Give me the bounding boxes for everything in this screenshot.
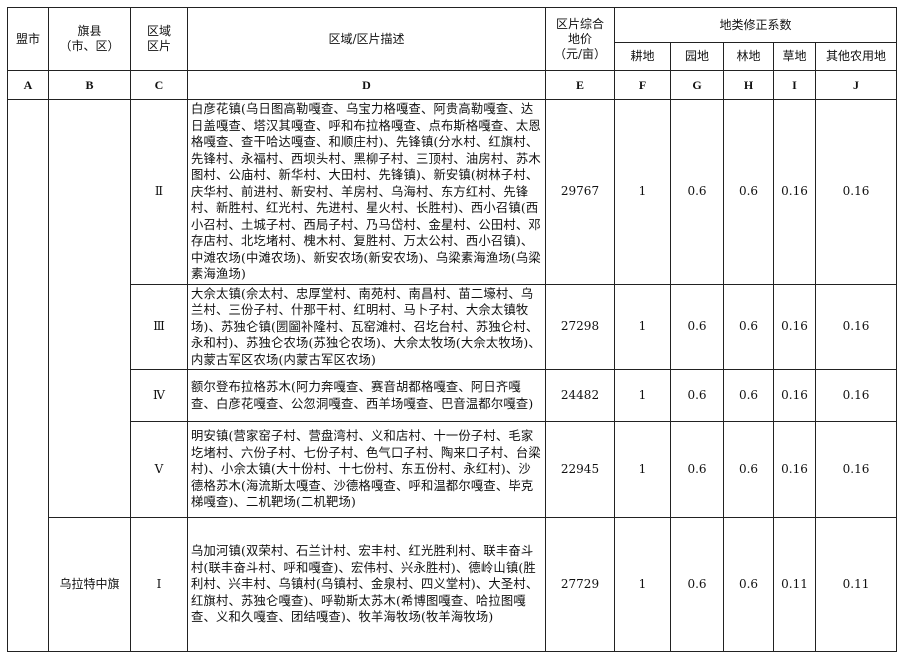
header-grass: 草地 [773,42,816,71]
header-arable: 耕地 [614,42,671,71]
coef-forest: 0.6 [723,99,774,285]
price-cell: 27298 [545,283,615,370]
description-cell: 明安镇(营家窑子村、营盘湾村、义和店村、十一份子村、毛家圪堵村、六份子村、七份子… [187,421,546,518]
county-cell: 乌拉特中旗 [48,517,131,652]
coef-forest: 0.6 [723,421,774,518]
table-row: Ⅳ 额尔登布拉格苏木(阿力奔嘎查、赛音胡都格嘎查、阿日齐嘎查、白彦花嘎查、公忽洞… [8,369,898,422]
price-cell: 24482 [545,369,615,422]
code: C [130,70,188,100]
coef-other: 0.11 [814,517,898,652]
header-forest: 林地 [723,42,774,71]
price-cell: 22945 [545,421,615,518]
zone-cell: Ⅴ [130,421,188,518]
table-row: Ⅴ 明安镇(营家窑子村、营盘湾村、义和店村、十一份子村、毛家圪堵村、六份子村、七… [8,421,898,518]
coef-garden: 0.6 [670,283,724,370]
coef-grass: 0.16 [773,99,816,285]
header-zone: 区域 区片 [130,7,188,71]
header-description: 区域/区片描述 [187,7,546,71]
coef-grass: 0.16 [773,421,816,518]
coef-arable: 1 [614,517,671,652]
coef-garden: 0.6 [670,369,724,422]
coef-grass: 0.16 [773,283,816,370]
coef-forest: 0.6 [723,283,774,370]
code: H [723,70,774,100]
coef-arable: 1 [614,369,671,422]
code: A [7,70,49,100]
table-row: Ⅱ 白彦花镇(乌日图高勒嘎查、乌宝力格嘎查、阿贵高勒嘎查、达日盖嘎查、塔汉其嘎查… [7,99,898,652]
coef-arable: 1 [614,99,671,285]
coef-garden: 0.6 [670,421,724,518]
code: G [670,70,724,100]
coef-arable: 1 [614,421,671,518]
coef-grass: 0.16 [773,369,816,422]
code: B [48,70,131,100]
zone-cell: Ⅰ [130,517,188,652]
zone-cell: Ⅳ [130,369,188,422]
header-coefficients: 地类修正系数 [613,7,898,43]
county-cell [48,99,131,518]
coef-garden: 0.6 [670,517,724,652]
coef-garden: 0.6 [670,99,724,285]
coef-other: 0.16 [814,421,898,518]
table-row: 乌拉特中旗 Ⅰ 乌加河镇(双荣村、石兰计村、宏丰村、红光胜利村、联丰奋斗村(联丰… [8,517,898,652]
description-cell: 乌加河镇(双荣村、石兰计村、宏丰村、红光胜利村、联丰奋斗村(联丰奋斗村、呼和嘎查… [187,517,546,652]
zone-cell: Ⅲ [130,283,188,370]
coef-grass: 0.11 [773,517,816,652]
coef-forest: 0.6 [723,517,774,652]
coef-arable: 1 [614,283,671,370]
description-cell: 白彦花镇(乌日图高勒嘎查、乌宝力格嘎查、阿贵高勒嘎查、达日盖嘎查、塔汉其嘎查、呼… [187,99,546,285]
code: J [814,70,898,100]
description-cell: 大佘太镇(佘太村、忠厚堂村、南苑村、南昌村、苗二壕村、乌兰村、三份子村、什那干村… [187,283,546,370]
description-cell: 额尔登布拉格苏木(阿力奔嘎查、赛音胡都格嘎查、阿日齐嘎查、白彦花嘎查、公忽洞嘎查… [187,369,546,422]
coef-forest: 0.6 [723,369,774,422]
header-garden: 园地 [670,42,724,71]
zone-cell: Ⅱ [130,99,188,285]
coef-other: 0.16 [814,369,898,422]
header-other: 其他农用地 [814,42,898,71]
header-price: 区片综合 地价 （元/亩） [545,7,615,71]
coef-other: 0.16 [814,99,898,285]
price-cell: 27729 [545,517,615,652]
table-row: Ⅲ 大佘太镇(佘太村、忠厚堂村、南苑村、南昌村、苗二壕村、乌兰村、三份子村、什那… [8,283,898,370]
header-county: 旗县 （市、区） [48,7,131,71]
price-cell: 29767 [545,99,615,285]
coef-other: 0.16 [814,283,898,370]
code: D [187,70,546,100]
code: F [614,70,671,100]
code: I [773,70,816,100]
land-price-table: 盟市 旗县 （市、区） 区域 区片 区域/区片描述 区片综合 地价 （元/亩） … [7,7,898,652]
header-league: 盟市 [7,7,49,71]
league-cell [7,99,49,652]
code: E [545,70,615,100]
